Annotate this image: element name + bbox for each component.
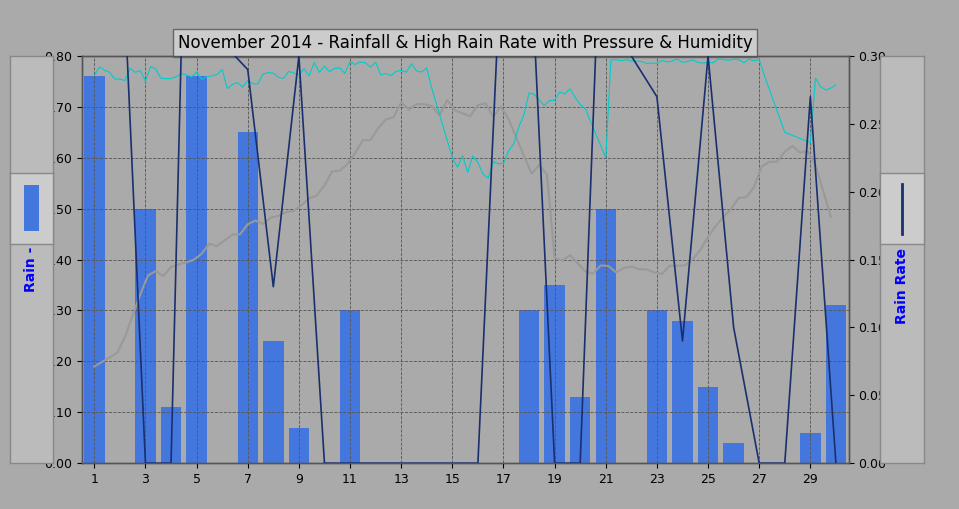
Text: Rain - in: Rain - in bbox=[24, 227, 38, 292]
Bar bbox=[519, 310, 539, 463]
Bar bbox=[698, 387, 718, 463]
Bar bbox=[596, 209, 616, 463]
Bar bbox=[263, 341, 284, 463]
Bar bbox=[84, 76, 105, 463]
Bar bbox=[672, 321, 692, 463]
Title: November 2014 - Rainfall & High Rain Rate with Pressure & Humidity: November 2014 - Rainfall & High Rain Rat… bbox=[177, 34, 753, 51]
Bar bbox=[646, 310, 667, 463]
Bar bbox=[570, 397, 591, 463]
Bar bbox=[238, 132, 258, 463]
Bar bbox=[289, 428, 309, 463]
Bar bbox=[800, 433, 821, 463]
Bar bbox=[186, 76, 207, 463]
Bar bbox=[339, 310, 361, 463]
Bar bbox=[826, 305, 846, 463]
Bar bbox=[135, 209, 155, 463]
Text: Rain Rate - in/hr: Rain Rate - in/hr bbox=[895, 195, 909, 324]
Bar bbox=[723, 443, 744, 463]
Bar bbox=[545, 285, 565, 463]
Bar bbox=[24, 185, 38, 232]
Bar bbox=[161, 407, 181, 463]
